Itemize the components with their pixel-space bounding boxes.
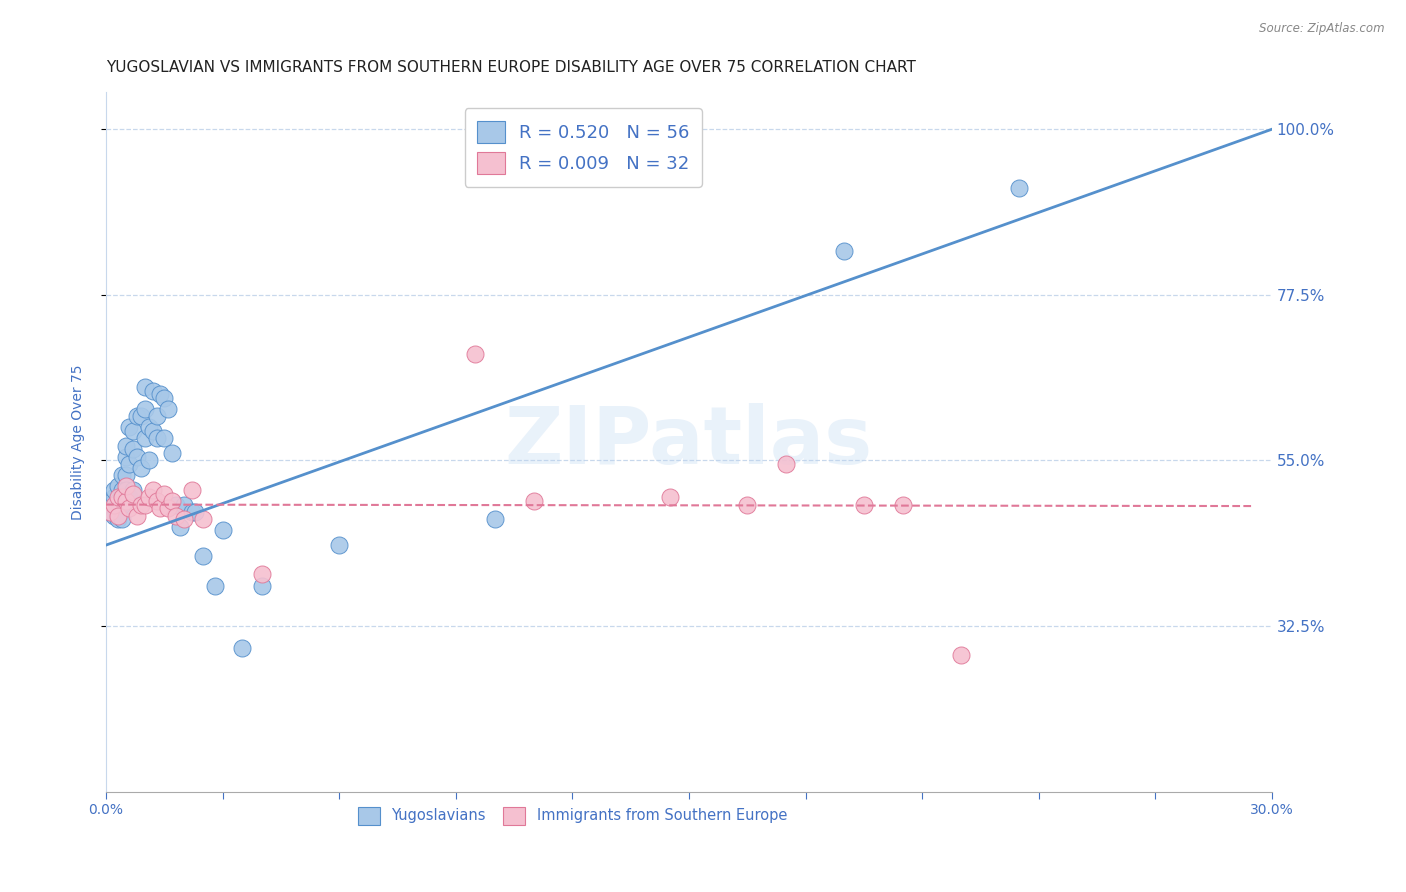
Point	[145, 494, 167, 508]
Point	[129, 498, 152, 512]
Point	[118, 457, 141, 471]
Point	[950, 648, 973, 663]
Point	[250, 578, 273, 592]
Point	[103, 498, 125, 512]
Point	[165, 498, 187, 512]
Point	[193, 512, 215, 526]
Point	[165, 508, 187, 523]
Point	[122, 442, 145, 457]
Text: YUGOSLAVIAN VS IMMIGRANTS FROM SOUTHERN EUROPE DISABILITY AGE OVER 75 CORRELATIO: YUGOSLAVIAN VS IMMIGRANTS FROM SOUTHERN …	[105, 60, 915, 75]
Point	[138, 453, 160, 467]
Point	[134, 498, 156, 512]
Point	[114, 483, 136, 497]
Point	[173, 512, 195, 526]
Point	[204, 578, 226, 592]
Point	[138, 490, 160, 504]
Point	[110, 512, 132, 526]
Point	[110, 498, 132, 512]
Point	[114, 479, 136, 493]
Point	[658, 490, 681, 504]
Point	[173, 498, 195, 512]
Point	[110, 468, 132, 483]
Point	[134, 380, 156, 394]
Point	[180, 483, 202, 497]
Point	[153, 486, 176, 500]
Point	[145, 431, 167, 445]
Point	[138, 420, 160, 434]
Point	[114, 494, 136, 508]
Point	[134, 431, 156, 445]
Point	[149, 387, 172, 401]
Point	[142, 384, 165, 398]
Point	[127, 508, 149, 523]
Point	[484, 512, 506, 526]
Point	[110, 483, 132, 497]
Point	[1008, 181, 1031, 195]
Point	[250, 567, 273, 582]
Point	[852, 498, 875, 512]
Point	[122, 486, 145, 500]
Point	[114, 439, 136, 453]
Point	[118, 501, 141, 516]
Point	[193, 549, 215, 563]
Point	[114, 450, 136, 464]
Point	[775, 457, 797, 471]
Text: Source: ZipAtlas.com: Source: ZipAtlas.com	[1260, 22, 1385, 36]
Point	[122, 483, 145, 497]
Point	[98, 505, 121, 519]
Point	[157, 401, 180, 416]
Point	[110, 490, 132, 504]
Point	[107, 479, 129, 493]
Point	[129, 460, 152, 475]
Point	[231, 641, 253, 656]
Point	[153, 431, 176, 445]
Point	[103, 490, 125, 504]
Point	[142, 483, 165, 497]
Point	[118, 420, 141, 434]
Point	[142, 424, 165, 438]
Point	[169, 519, 191, 533]
Y-axis label: Disability Age Over 75: Disability Age Over 75	[72, 364, 86, 520]
Point	[180, 505, 202, 519]
Point	[118, 490, 141, 504]
Point	[145, 409, 167, 424]
Point	[160, 446, 183, 460]
Point	[134, 401, 156, 416]
Point	[98, 505, 121, 519]
Point	[328, 538, 350, 552]
Legend: Yugoslavians, Immigrants from Southern Europe: Yugoslavians, Immigrants from Southern E…	[349, 798, 796, 833]
Point	[522, 494, 544, 508]
Point	[110, 490, 132, 504]
Point	[98, 498, 121, 512]
Point	[107, 512, 129, 526]
Point	[107, 508, 129, 523]
Point	[103, 508, 125, 523]
Point	[129, 409, 152, 424]
Point	[149, 501, 172, 516]
Point	[891, 498, 914, 512]
Point	[103, 483, 125, 497]
Point	[211, 524, 233, 538]
Point	[107, 505, 129, 519]
Point	[834, 244, 856, 258]
Point	[160, 494, 183, 508]
Point	[127, 409, 149, 424]
Point	[107, 490, 129, 504]
Point	[464, 347, 486, 361]
Point	[114, 468, 136, 483]
Point	[127, 450, 149, 464]
Point	[184, 505, 207, 519]
Point	[735, 498, 758, 512]
Point	[157, 501, 180, 516]
Text: ZIPatlas: ZIPatlas	[505, 403, 873, 481]
Point	[107, 494, 129, 508]
Point	[153, 391, 176, 405]
Point	[122, 424, 145, 438]
